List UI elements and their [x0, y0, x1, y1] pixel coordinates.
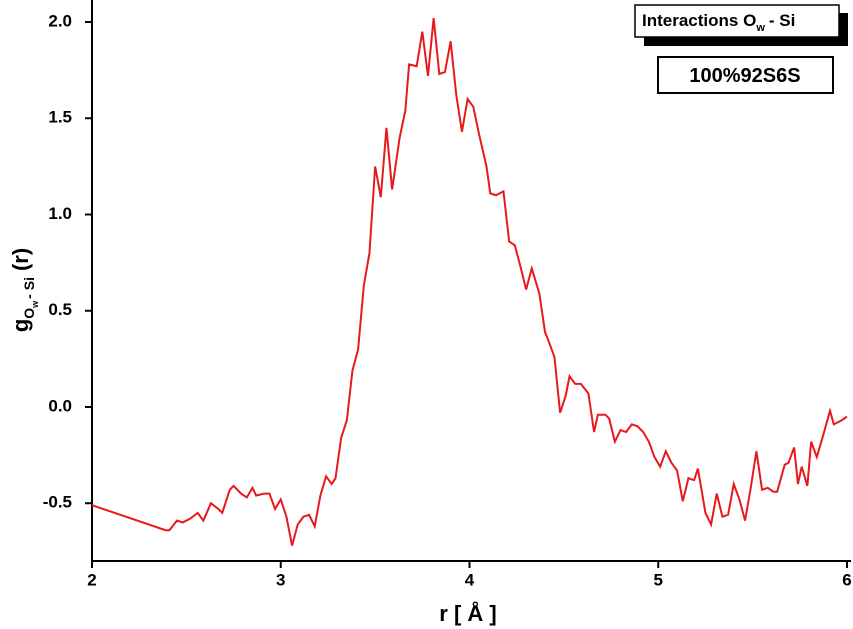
annotation: 100%92S6S [689, 65, 800, 87]
legend-title: Interactions Ow - Si [642, 11, 795, 34]
y-label-base: g [8, 319, 33, 332]
y-label-sub2: - Si [21, 277, 37, 299]
legend-box [634, 4, 840, 38]
x-axis-label: r [ Å ] [439, 600, 496, 626]
y-label-subsub: w [30, 300, 40, 309]
y-tick-label: -0.5 [43, 493, 72, 512]
y-tick-label: 1.0 [48, 204, 72, 223]
legend-text: Interactions O [642, 11, 756, 30]
annotation-box [657, 56, 834, 94]
legend-tail: - Si [769, 11, 795, 30]
data-line [91, 18, 848, 546]
x-tick-label: 4 [465, 570, 475, 589]
x-tick-label: 3 [276, 570, 285, 589]
legend-sub: w [755, 22, 765, 34]
y-tick-label: 2.0 [48, 11, 72, 30]
y-tick-label: 0.0 [48, 396, 72, 415]
x-tick-label: 5 [654, 570, 663, 589]
x-tick-label: 6 [842, 570, 851, 589]
y-label-tail: (r) [8, 248, 33, 271]
y-axis-label: gOw- Si (r) [8, 248, 40, 332]
y-tick-label: 0.5 [48, 300, 72, 319]
x-tick-label: 2 [87, 570, 96, 589]
y-label-sub: O [21, 308, 37, 319]
y-tick-label: 1.5 [48, 108, 72, 127]
